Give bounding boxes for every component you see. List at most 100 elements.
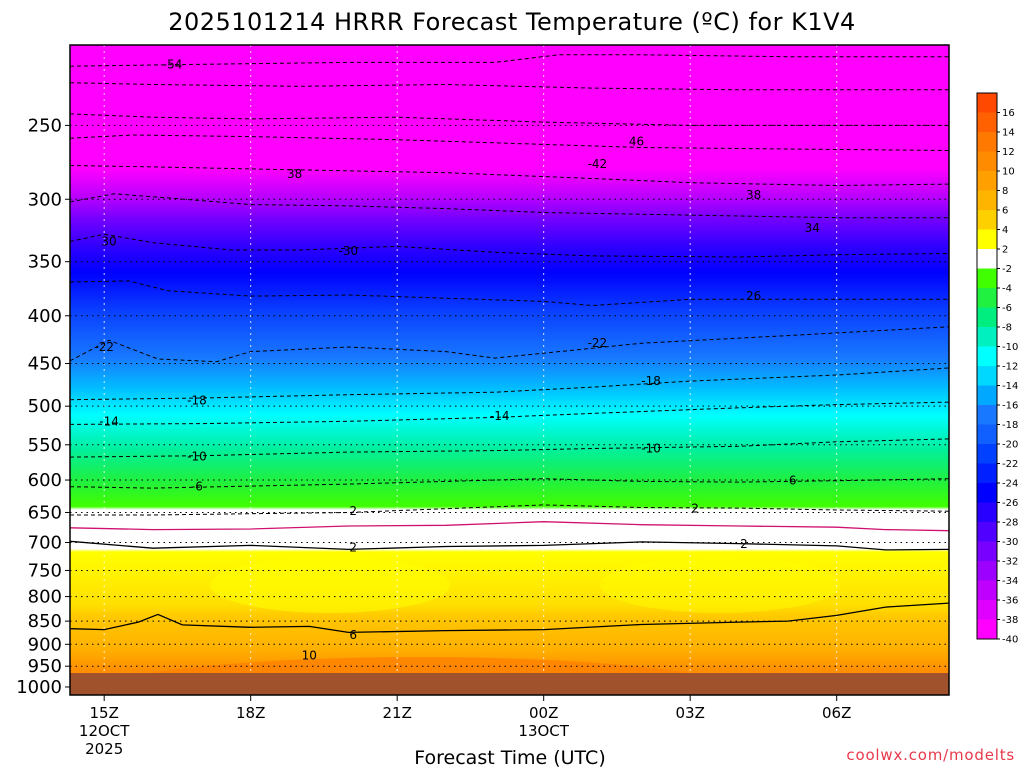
y-tick-label: 350 <box>28 252 62 273</box>
y-tick-label: 700 <box>28 532 62 553</box>
x-tick-label: 2025 <box>85 740 123 758</box>
colorbar-label: -12 <box>1002 362 1018 373</box>
credit-text: coolwx.com/modelts <box>846 746 1015 764</box>
colorbar-swatch <box>977 288 997 308</box>
colorbar-swatch <box>977 93 997 113</box>
colorbar-swatch <box>977 483 997 503</box>
x-tick-label: 06Z <box>822 704 851 722</box>
isotherm-line <box>70 280 949 307</box>
isotherm-line <box>70 540 949 551</box>
freezing-line <box>70 521 949 532</box>
isotherm-label: 6 <box>789 474 797 488</box>
x-tick-label: 12OCT <box>79 722 130 740</box>
isotherm-label: -54 <box>163 57 183 71</box>
colorbar-label: -38 <box>1002 615 1018 626</box>
colorbar-label: -30 <box>1002 537 1018 548</box>
colorbar-label: -22 <box>1002 459 1018 470</box>
colorbar-swatch <box>977 210 997 230</box>
colorbar: 16 14 12 10 8 6 4 2 -2 -4 -6 -8 -10 -12 -14 -16 -18 -20 -2… <box>976 92 1018 646</box>
isotherm-line <box>70 165 949 187</box>
isotherm-label: 10 <box>302 648 317 662</box>
colorbar-swatch <box>977 307 997 328</box>
isotherm-line <box>70 233 949 258</box>
colorbar-label: -40 <box>1002 635 1018 646</box>
colorbar-swatch <box>977 366 997 386</box>
colorbar-label: 4 <box>1002 225 1008 236</box>
colorbar-label: -10 <box>1002 342 1018 353</box>
isotherm-line <box>70 602 949 634</box>
isotherm-line <box>70 193 949 219</box>
isotherm-line <box>70 367 949 401</box>
ground-surface <box>70 673 949 695</box>
isotherm-label: 2 <box>691 502 699 516</box>
y-tick-label: 950 <box>28 656 62 677</box>
colorbar-label: 8 <box>1002 186 1008 197</box>
isotherm-lines <box>70 54 949 694</box>
isotherm-label: -14 <box>99 414 119 428</box>
colorbar-label: -2 <box>1002 264 1012 275</box>
colorbar-swatch <box>977 151 997 172</box>
isotherm-label: -6 <box>191 480 203 494</box>
colorbar-label: 16 <box>1002 108 1015 119</box>
colorbar-swatch <box>977 444 997 464</box>
y-tick-label: 850 <box>28 611 62 632</box>
colorbar-label: -16 <box>1002 401 1018 412</box>
colorbar-label: 12 <box>1002 147 1015 158</box>
colorbar-swatch <box>977 541 997 562</box>
x-tick-label: 00Z <box>529 704 558 722</box>
y-tick-label: 400 <box>28 306 62 327</box>
warm-bulge-right <box>600 557 840 613</box>
x-tick-label: 03Z <box>675 704 704 722</box>
isotherm-label: -10 <box>187 449 207 463</box>
isotherm-line <box>70 54 949 67</box>
colorbar-swatch <box>977 600 997 620</box>
isotherm-label: -22 <box>588 336 608 350</box>
isotherm-label: 2 <box>349 541 357 555</box>
y-tick-label: 450 <box>28 354 62 375</box>
colorbar-label: -28 <box>1002 518 1018 529</box>
y-axis: 2503003504004505005506006507007508008509… <box>16 115 70 698</box>
colorbar-swatch <box>977 229 997 250</box>
x-tick-label: 18Z <box>236 704 265 722</box>
colorbar-swatch <box>977 132 997 152</box>
colorbar-swatch <box>977 346 997 367</box>
colorbar-label: -8 <box>1002 323 1012 334</box>
colorbar-swatch <box>977 171 997 191</box>
colorbar-swatch <box>977 112 997 133</box>
colorbar-swatch <box>977 580 997 601</box>
colorbar-swatch <box>977 463 997 484</box>
isotherm-label: -42 <box>588 157 608 171</box>
plot-frame <box>69 44 950 696</box>
colorbar-swatch <box>977 268 997 289</box>
colorbar-swatch <box>977 502 997 523</box>
isotherm-label: 38 <box>746 188 761 202</box>
colorbar-label: -4 <box>1002 284 1012 295</box>
colorbar-label: -32 <box>1002 557 1018 568</box>
isotherm-label: 38 <box>287 167 302 181</box>
colorbar-label: -34 <box>1002 576 1018 587</box>
colorbar-label: 6 <box>1002 206 1008 217</box>
y-tick-label: 300 <box>28 189 62 210</box>
x-tick-label: 15Z <box>89 704 118 722</box>
isotherm-label: 2 <box>740 537 748 551</box>
x-tick-label: 13OCT <box>518 722 569 740</box>
colorbar-swatch <box>977 385 997 406</box>
y-tick-label: 900 <box>28 634 62 655</box>
isotherm-line <box>70 438 949 458</box>
colorbar-label: 2 <box>1002 245 1008 256</box>
colorbar-swatch <box>977 619 997 640</box>
isotherm-label: -22 <box>94 340 114 354</box>
colorbar-swatch <box>977 405 997 425</box>
isotherm-line <box>70 134 949 151</box>
isotherm-label: 30 <box>101 235 116 249</box>
colorbar-swatch <box>977 561 997 581</box>
colorbar-label: -18 <box>1002 420 1018 431</box>
isotherm-line <box>70 326 949 363</box>
colorbar-swatch <box>977 327 997 347</box>
colorbar-label: 10 <box>1002 167 1015 178</box>
y-tick-label: 250 <box>28 115 62 136</box>
